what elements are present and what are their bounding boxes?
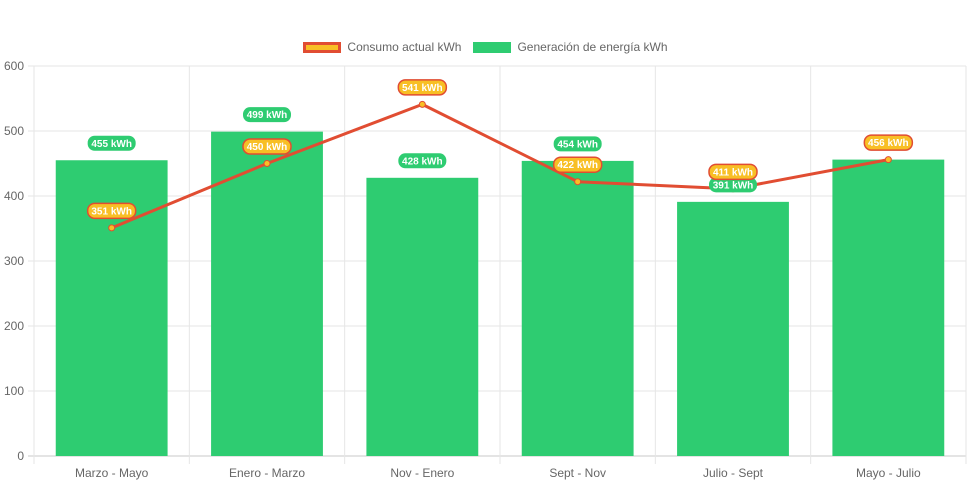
consumo-label-5: 456 kWh: [863, 134, 914, 151]
consumo-line: [111, 102, 889, 230]
y-tick-label-300: 300: [4, 254, 24, 268]
bar-label-0-text: 455 kWh: [91, 139, 132, 150]
bar-label-0-bg: [87, 135, 136, 151]
consumo-label-2: 541 kWh: [397, 79, 448, 96]
x-tick-label-4: Julio - Sept: [703, 466, 764, 480]
consumo-label-4: 411 kWh: [708, 163, 758, 181]
consumo-label-5-text: 456 kWh: [868, 138, 909, 149]
y-tick-label-600: 600: [4, 59, 24, 73]
bar-1: [211, 131, 323, 456]
legend-label-consumo: Consumo actual kWh: [347, 40, 462, 54]
legend-label-generacion: Generación de energía kWh: [517, 40, 668, 54]
y-tick-label-100: 100: [4, 384, 24, 398]
y-tick-label-200: 200: [4, 319, 24, 333]
y-tick-label-400: 400: [4, 189, 24, 203]
bar-label-2: 428 kWh: [398, 153, 447, 169]
consumo-label-2-text: 541 kWh: [402, 83, 443, 94]
x-tick-label-1: Enero - Marzo: [229, 466, 305, 480]
bar-label-0: 455 kWh: [87, 135, 136, 151]
consumo-label-3-text: 422 kWh: [557, 160, 598, 171]
consumo-label-4-bg: [708, 163, 758, 181]
bar-label-3-bg: [553, 136, 602, 152]
consumo-label-5-bg: [863, 134, 914, 151]
consumo-label-1: 450 kWh: [242, 138, 292, 155]
consumo-label-0-text: 351 kWh: [91, 206, 132, 217]
consumo-label-2-bg: [397, 79, 448, 96]
x-tick-label-3: Sept - Nov: [549, 466, 606, 480]
bar-label-2-text: 428 kWh: [402, 156, 443, 167]
consumo-label-1-text: 450 kWh: [247, 142, 288, 153]
consumo-point-5: [884, 156, 892, 164]
legend: Consumo actual kWh Generación de energía…: [0, 40, 971, 54]
bar-label-2-bg: [398, 153, 447, 169]
consumo-label-0-bg: [86, 202, 137, 220]
legend-item-generacion[interactable]: Generación de energía kWh: [473, 40, 668, 54]
x-tick-label-5: Mayo - Julio: [856, 466, 921, 480]
consumo-point-3: [574, 178, 582, 186]
consumo-label-3: 422 kWh: [552, 156, 603, 173]
consumo-point-0: [108, 224, 116, 232]
x-tick-label-2: Nov - Enero: [390, 466, 454, 480]
bar-3: [521, 160, 634, 456]
y-tick-label-0: 0: [17, 449, 24, 463]
consumo-label-0: 351 kWh: [86, 202, 137, 220]
x-tick-label-0: Marzo - Mayo: [75, 466, 149, 480]
consumo-label-4-text: 411 kWh: [713, 167, 753, 178]
bar-label-1: 499 kWh: [243, 107, 291, 123]
bar-label-1-bg: [243, 107, 291, 123]
y-tick-label-500: 500: [4, 124, 24, 138]
bar-label-4-text: 391 kWh: [713, 180, 754, 191]
legend-swatch-consumo: [303, 41, 342, 53]
legend-swatch-generacion: [473, 41, 512, 53]
consumo-point-2: [418, 100, 426, 108]
bar-4: [677, 201, 789, 456]
bar-label-4: 391 kWh: [709, 177, 757, 193]
bar-label-3-text: 454 kWh: [557, 139, 598, 150]
legend-item-consumo[interactable]: Consumo actual kWh: [303, 40, 461, 54]
consumo-label-3-bg: [552, 156, 603, 173]
bar-label-1-text: 499 kWh: [247, 110, 288, 121]
bar-label-3: 454 kWh: [553, 136, 602, 152]
consumo-point-1: [263, 160, 271, 167]
bar-2: [366, 177, 479, 457]
bar-5: [832, 159, 945, 456]
consumo-label-1-bg: [242, 138, 292, 155]
bar-label-4-bg: [709, 177, 757, 193]
